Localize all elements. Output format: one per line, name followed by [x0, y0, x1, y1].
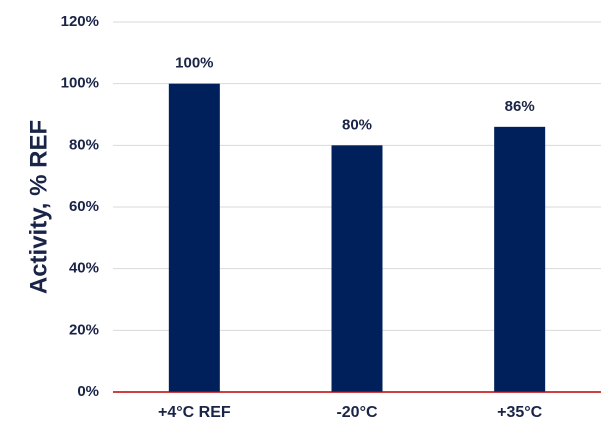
bar-value-label: 100%: [175, 55, 213, 72]
y-tick-label: 40%: [69, 260, 99, 277]
y-tick-label: 100%: [61, 75, 99, 92]
data-labels: 100% 80% 86%: [175, 55, 535, 134]
y-tick-label: 0%: [77, 383, 99, 400]
y-tick-label: 80%: [69, 136, 99, 153]
bar: [494, 126, 546, 392]
y-tick-label: 20%: [69, 321, 99, 338]
x-axis-categories: +4°C REF -20°C +35°C: [158, 404, 543, 421]
bar-value-label: 80%: [342, 116, 372, 133]
bar-value-label: 86%: [505, 98, 535, 115]
x-category-label: -20°C: [336, 404, 378, 421]
bar: [331, 145, 383, 392]
bars: [168, 83, 546, 393]
y-axis-title: Activity, % REF: [25, 120, 52, 294]
x-category-label: +35°C: [497, 404, 543, 421]
y-tick-label: 60%: [69, 198, 99, 215]
x-category-label: +4°C REF: [158, 404, 231, 421]
y-tick-label: 120%: [61, 13, 99, 30]
bar: [168, 83, 220, 393]
y-axis-ticks: 0% 20% 40% 60% 80% 100% 120%: [61, 13, 99, 400]
